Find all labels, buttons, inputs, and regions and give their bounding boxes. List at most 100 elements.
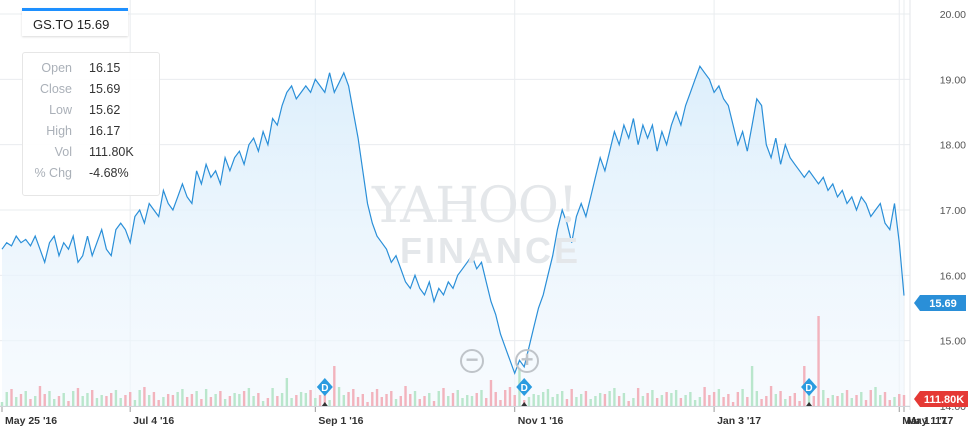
stat-value: -4.68% — [89, 166, 129, 180]
volume-bar — [741, 389, 744, 406]
volume-bar — [318, 395, 322, 406]
volume-bar — [0, 402, 4, 406]
volume-bar — [204, 389, 208, 406]
y-tick-label: 19.00 — [940, 74, 966, 86]
stat-value: 15.69 — [89, 82, 121, 96]
volume-bar — [162, 397, 165, 406]
y-tick-label: 16.00 — [940, 270, 966, 282]
volume-bar — [556, 394, 559, 406]
volume-bar — [812, 396, 815, 406]
volume-bar — [299, 392, 303, 406]
volume-bar — [385, 394, 388, 406]
x-tick-label: Jan 3 '17 — [717, 415, 761, 427]
ticker-label[interactable]: GS.TO 15.69 — [22, 8, 128, 36]
volume-bar — [190, 394, 194, 406]
volume-bar — [328, 400, 331, 406]
volume-bar — [508, 387, 512, 406]
volume-bar — [10, 389, 13, 406]
volume-bar — [765, 396, 768, 406]
volume-bar — [290, 398, 293, 406]
volume-bar — [200, 399, 203, 406]
volume-bar — [603, 394, 607, 406]
volume-bar — [53, 399, 56, 406]
volume-bar — [807, 388, 811, 406]
volume-bar — [257, 393, 260, 406]
stat-row-vol: Vol 111.80K — [23, 142, 159, 163]
volume-bar — [366, 402, 369, 406]
volume-bar — [43, 394, 46, 406]
volume-bar — [409, 394, 412, 406]
volume-bar — [575, 397, 578, 406]
volume-bar — [888, 400, 891, 406]
volume-bar — [850, 398, 853, 406]
volume-bars — [0, 316, 906, 406]
volume-bar — [361, 394, 364, 406]
dividend-marker[interactable]: D — [316, 378, 333, 406]
dividend-diamond — [316, 378, 333, 396]
volume-bar — [532, 394, 535, 406]
volume-bar — [95, 398, 99, 406]
volume-bar — [404, 386, 407, 406]
volume-bar — [380, 397, 383, 406]
volume-bar — [24, 391, 27, 406]
volume-bar — [636, 388, 640, 406]
volume-bar — [774, 394, 778, 406]
volume-bar — [352, 389, 355, 406]
volume-bar — [898, 394, 901, 406]
volume-bar — [185, 397, 189, 406]
volume-bar — [437, 391, 440, 406]
volume-bar — [893, 397, 896, 406]
volume-bar — [883, 392, 887, 406]
dividend-tick — [806, 402, 813, 406]
volume-bar — [428, 393, 431, 406]
volume-bar — [347, 392, 350, 406]
volume-bar — [86, 393, 89, 406]
dividend-marker[interactable]: D — [801, 378, 818, 406]
volume-bar — [276, 396, 279, 406]
volume-bar — [76, 388, 80, 406]
volume-bar — [48, 391, 51, 406]
volume-bar — [38, 386, 42, 406]
price-area — [2, 66, 904, 407]
volume-bar — [869, 390, 872, 406]
volume-bar — [660, 395, 664, 406]
dividend-tick — [321, 402, 328, 406]
dividend-diamond — [516, 378, 533, 396]
volume-bar — [423, 396, 426, 406]
volume-bar — [542, 392, 545, 406]
volume-bar — [874, 387, 877, 406]
volume-bar — [390, 391, 393, 406]
volume-bar — [817, 316, 820, 406]
volume-bar — [565, 399, 569, 406]
volume-bar — [456, 390, 459, 406]
current-price-label: 15.69 — [929, 298, 957, 310]
volume-bar — [504, 390, 507, 406]
x-tick-label: Nov 1 '16 — [518, 415, 564, 427]
volume-bar — [72, 391, 75, 406]
volume-bar — [793, 393, 797, 406]
volume-bar — [494, 392, 497, 406]
volume-bar — [371, 392, 374, 406]
stat-label: Close — [40, 82, 72, 96]
y-tick-label: 15.00 — [940, 336, 966, 348]
volume-bar — [451, 393, 455, 406]
dividend-marker[interactable]: D — [516, 378, 533, 406]
volume-bar — [845, 390, 849, 406]
volume-bar — [703, 387, 706, 406]
minus-circle-icon[interactable]: − — [460, 349, 484, 373]
volume-bar — [755, 391, 759, 406]
stat-label: % Chg — [34, 166, 72, 180]
plus-circle-icon[interactable]: + — [515, 349, 539, 373]
volume-bar — [105, 396, 108, 406]
volume-bar — [560, 391, 564, 406]
volume-bar — [708, 395, 711, 406]
volume-bar — [584, 391, 588, 406]
volume-bar — [333, 366, 336, 406]
volume-bar — [152, 392, 156, 406]
volume-bar — [822, 390, 825, 406]
volume-bar — [769, 386, 773, 406]
volume-bar — [608, 391, 611, 406]
volume-bar — [527, 397, 531, 406]
volume-bar — [394, 399, 398, 406]
